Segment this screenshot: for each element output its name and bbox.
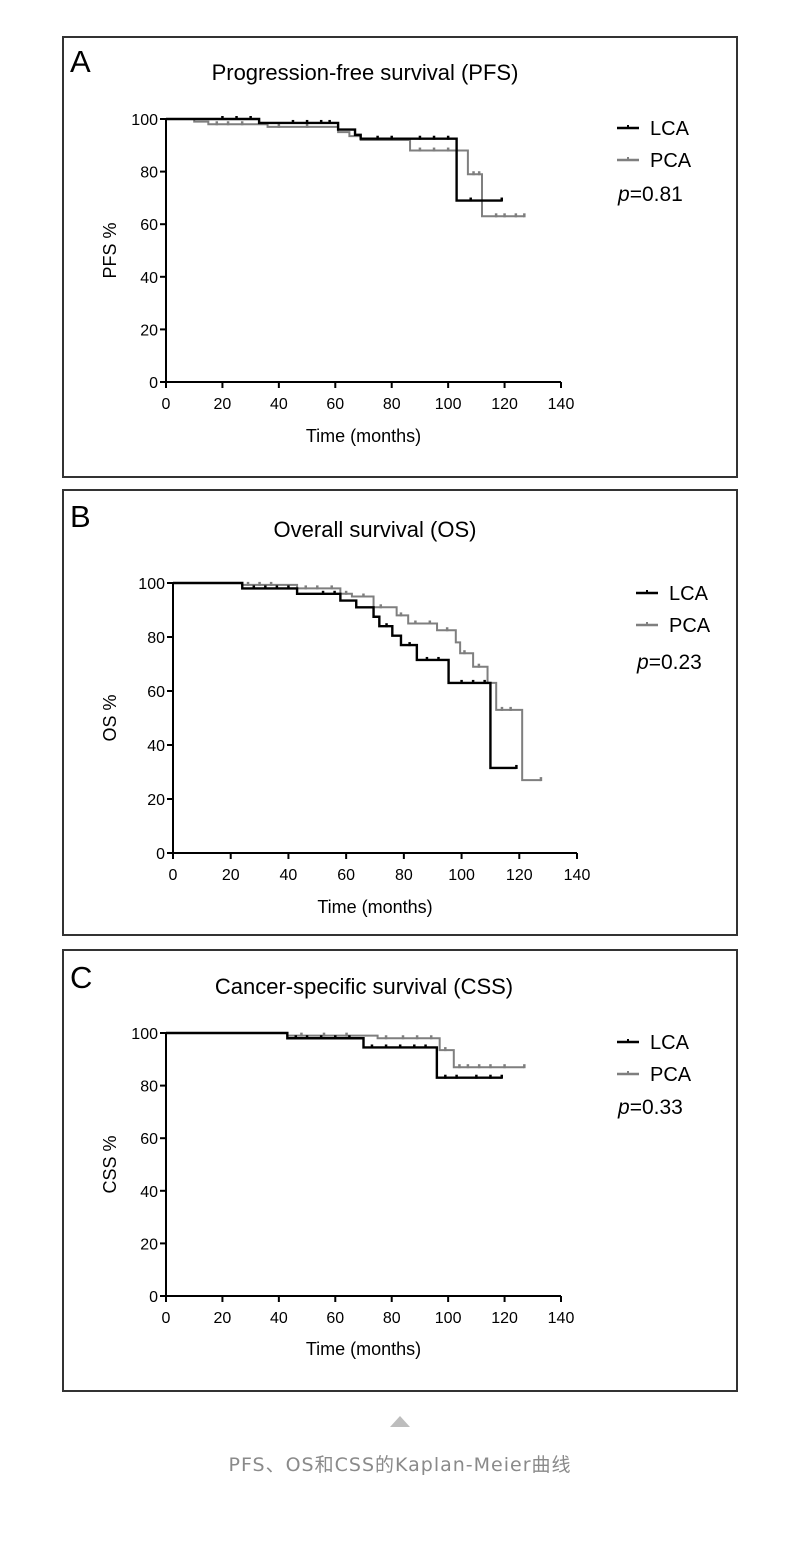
x-axis-label: Time (months) bbox=[317, 897, 432, 917]
y-tick-label: 100 bbox=[138, 576, 165, 593]
x-tick-label: 80 bbox=[383, 1310, 401, 1327]
x-tick-label: 40 bbox=[270, 396, 288, 413]
caret-up-icon bbox=[390, 1416, 410, 1427]
y-tick-label: 100 bbox=[131, 112, 158, 129]
x-tick-label: 20 bbox=[214, 1310, 232, 1327]
legend-label-lca: LCA bbox=[650, 1032, 690, 1054]
legend-label-lca: LCA bbox=[650, 118, 690, 140]
x-tick-label: 80 bbox=[395, 867, 413, 884]
legend-label-lca: LCA bbox=[669, 583, 709, 605]
y-tick-label: 40 bbox=[147, 738, 165, 755]
panel-label: B bbox=[70, 499, 91, 534]
x-tick-label: 120 bbox=[491, 396, 518, 413]
y-tick-label: 80 bbox=[147, 630, 165, 647]
p-value-css: p=0.33 bbox=[618, 1096, 683, 1119]
x-tick-label: 80 bbox=[383, 396, 401, 413]
x-tick-label: 120 bbox=[491, 1310, 518, 1327]
y-tick-label: 40 bbox=[140, 1184, 158, 1201]
y-tick-label: 20 bbox=[140, 1236, 158, 1253]
y-tick-label: 60 bbox=[140, 217, 158, 234]
chart-title: Progression-free survival (PFS) bbox=[212, 60, 519, 85]
x-axis-label: Time (months) bbox=[306, 1339, 421, 1359]
x-tick-label: 0 bbox=[162, 396, 171, 413]
chart-title: Overall survival (OS) bbox=[274, 517, 477, 542]
x-tick-label: 140 bbox=[548, 396, 575, 413]
figure-caption: PFS、OS和CSS的Kaplan-Meier曲线 bbox=[228, 1454, 572, 1476]
y-axis-label: PFS % bbox=[100, 222, 120, 278]
panel-frame bbox=[62, 36, 738, 478]
panel-frame bbox=[62, 949, 738, 1392]
survival-curve-lca bbox=[166, 1031, 502, 1079]
x-tick-label: 60 bbox=[326, 1310, 344, 1327]
x-tick-label: 40 bbox=[280, 867, 298, 884]
x-tick-label: 20 bbox=[222, 867, 240, 884]
panel-a: A Progression-free survival (PFS) 0 20 40 60 8… bbox=[62, 36, 738, 478]
panel-label: A bbox=[70, 44, 91, 79]
survival-curve-pca bbox=[166, 118, 525, 218]
y-tick-label: 80 bbox=[140, 165, 158, 182]
panel-label: C bbox=[70, 960, 92, 995]
y-tick-label: 20 bbox=[147, 792, 165, 809]
p-value-pfs: p=0.81 bbox=[618, 183, 683, 206]
y-tick-label: 20 bbox=[140, 322, 158, 339]
y-axis-label: CSS % bbox=[100, 1135, 120, 1193]
x-tick-label: 60 bbox=[326, 396, 344, 413]
y-tick-label: 0 bbox=[149, 1289, 158, 1306]
y-tick-label: 0 bbox=[156, 846, 165, 863]
x-tick-label: 140 bbox=[548, 1310, 575, 1327]
x-tick-label: 100 bbox=[435, 396, 462, 413]
y-tick-label: 0 bbox=[149, 375, 158, 392]
x-tick-label: 120 bbox=[506, 867, 533, 884]
x-tick-label: 20 bbox=[214, 396, 232, 413]
x-tick-label: 140 bbox=[564, 867, 591, 884]
x-tick-label: 100 bbox=[435, 1310, 462, 1327]
x-axis-label: Time (months) bbox=[306, 426, 421, 446]
x-tick-label: 100 bbox=[448, 867, 475, 884]
survival-curve-lca bbox=[173, 581, 517, 770]
y-tick-label: 40 bbox=[140, 270, 158, 287]
legend-label-pca: PCA bbox=[669, 615, 711, 637]
legend-label-pca: PCA bbox=[650, 150, 692, 172]
y-tick-label: 100 bbox=[131, 1026, 158, 1043]
y-tick-label: 60 bbox=[140, 1131, 158, 1148]
y-tick-label: 60 bbox=[147, 684, 165, 701]
p-value-os: p=0.23 bbox=[637, 651, 702, 674]
panel-b: B Overall survival (OS) 0 20 40 60 80 100 120 140… bbox=[62, 489, 738, 936]
y-axis-label: OS % bbox=[100, 694, 120, 741]
x-tick-label: 0 bbox=[162, 1310, 171, 1327]
survival-curve-lca bbox=[166, 117, 502, 202]
y-tick-label: 80 bbox=[140, 1079, 158, 1096]
legend-label-pca: PCA bbox=[650, 1064, 692, 1086]
x-tick-label: 0 bbox=[169, 867, 178, 884]
panel-frame bbox=[62, 489, 738, 936]
x-tick-label: 40 bbox=[270, 1310, 288, 1327]
x-tick-label: 60 bbox=[337, 867, 355, 884]
chart-title: Cancer-specific survival (CSS) bbox=[215, 974, 513, 999]
panel-c: C Cancer-specific survival (CSS) 0 20 40 60 80… bbox=[62, 949, 738, 1392]
